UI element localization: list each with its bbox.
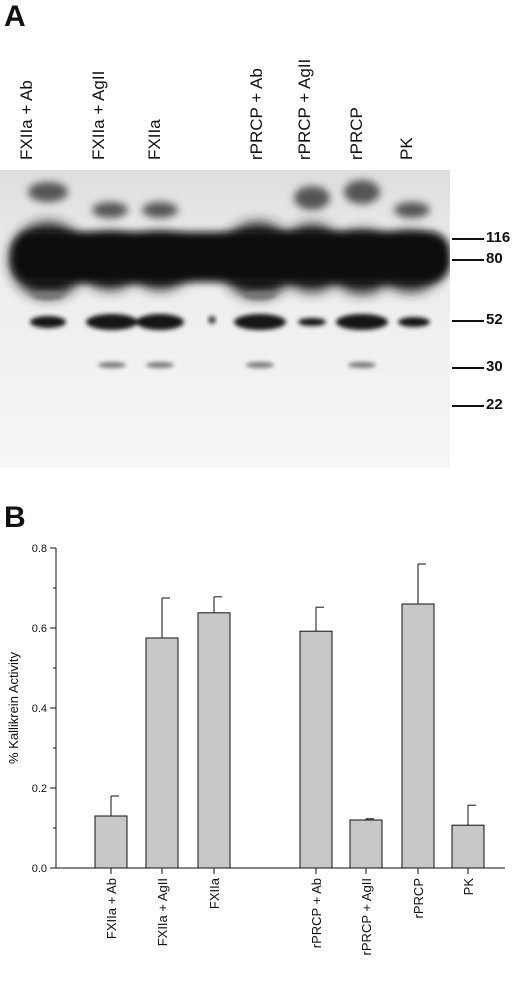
- bar: [299, 630, 333, 869]
- marker-label-52: 52: [486, 311, 503, 328]
- panel-a-letter: A: [4, 0, 26, 33]
- lane-label-rprcp: rPRCP: [347, 107, 366, 160]
- marker-line-52: [452, 320, 484, 322]
- category-label: rPRCP + AgII: [359, 878, 374, 955]
- western-blot-image: [0, 170, 450, 468]
- marker-line-80: [452, 259, 484, 261]
- category-label: PK: [461, 878, 476, 896]
- bar: [94, 815, 128, 869]
- y-axis-label: % Kallikrein Activity: [6, 652, 21, 764]
- lane-label-rprcp-ab: rPRCP + Ab: [247, 68, 266, 160]
- category-label: FXIIa + AgII: [155, 878, 170, 946]
- y-tick-label: 0.2: [32, 783, 47, 795]
- bar: [401, 603, 435, 869]
- lane-label-rprcp-agii: rPRCP + AgII: [295, 58, 314, 160]
- marker-label-22: 22: [486, 396, 503, 413]
- marker-line-22: [452, 405, 484, 407]
- y-tick-label: 0.8: [32, 543, 47, 555]
- category-label: FXIIa + Ab: [104, 878, 119, 939]
- y-tick-label: 0.0: [32, 863, 47, 875]
- marker-line-30: [452, 367, 484, 369]
- marker-label-30: 30: [486, 358, 503, 375]
- bars: [94, 563, 485, 869]
- category-label: FXIIa: [207, 877, 222, 909]
- bar: [451, 824, 485, 869]
- lane-label-fxiia-ab: FXIIa + Ab: [17, 80, 36, 160]
- marker-line-116: [452, 238, 484, 240]
- panel-b-letter: B: [4, 501, 26, 534]
- lane-label-pk: PK: [397, 137, 416, 160]
- bar: [349, 819, 383, 869]
- marker-label-116: 116: [486, 229, 511, 246]
- category-label: rPRCP + Ab: [309, 878, 324, 948]
- y-tick-label: 0.4: [32, 703, 47, 715]
- category-label: rPRCP: [411, 878, 426, 918]
- marker-label-80: 80: [486, 250, 503, 267]
- bar: [197, 612, 231, 869]
- category-labels: FXIIa + Ab FXIIa + AgII FXIIa rPRCP + Ab rPR…: [104, 868, 476, 955]
- y-tick-label: 0.6: [32, 623, 47, 635]
- lane-label-fxiia: FXIIa: [145, 119, 164, 160]
- lane-label-fxiia-agii: FXIIa + AgII: [89, 70, 108, 160]
- kallikrein-activity-chart: 0.00.20.40.60.8 FXIIa + Ab FXIIa + AgII FX…: [6, 543, 505, 955]
- bar: [145, 637, 179, 869]
